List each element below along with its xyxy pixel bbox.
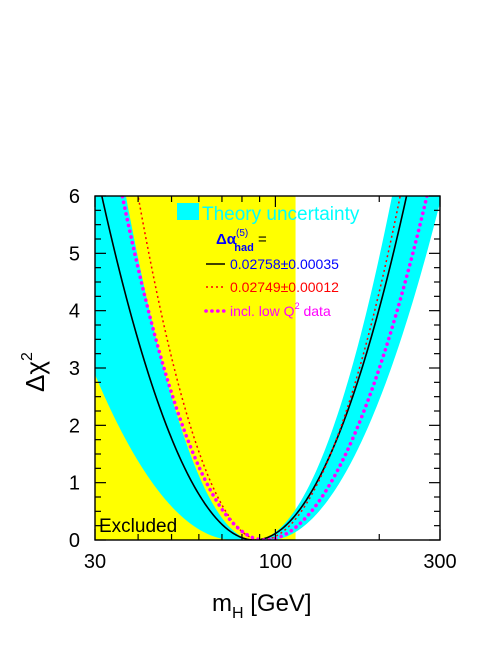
series-line-0.02758 (101, 196, 408, 540)
y-tick-label: 1 (69, 473, 80, 495)
x-tick-label: 30 (84, 551, 106, 573)
legend-label-low-q2-rest: data (300, 303, 331, 319)
y-axis-title-sup: 2 (19, 352, 36, 361)
y-tick-label: 5 (69, 243, 80, 265)
y-tick-label: 4 (69, 301, 80, 323)
y-tick-label: 0 (69, 530, 80, 552)
axis-ticks (94, 195, 441, 541)
legend-header-sub: had (234, 242, 254, 254)
legend-header: Δα(5) had = (216, 228, 267, 254)
y-tick-label: 6 (69, 186, 80, 208)
x-axis-title: mH [GeV] (212, 590, 312, 622)
legend: Theory uncertainty Δα(5) had = 0.02758±0.… (177, 203, 360, 319)
legend-band-swatch (177, 203, 199, 220)
y-axis-title-main: Δχ (20, 361, 50, 392)
x-axis-title-rest: [GeV] (244, 590, 312, 617)
legend-label-low-q2-sup: 2 (295, 301, 300, 311)
y-tick-label: 2 (69, 415, 80, 437)
legend-label-low-q2-main: incl. low Q (230, 303, 295, 319)
legend-label-low-q2: incl. low Q2 data (230, 301, 331, 319)
x-tick-label: 100 (259, 551, 292, 573)
legend-header-sup: (5) (236, 228, 248, 239)
theory-uncertainty-band (95, 196, 440, 540)
legend-band-label: Theory uncertainty (202, 204, 360, 225)
x-tick-label: 300 (423, 551, 456, 573)
y-axis-title: Δχ2 (19, 352, 50, 392)
x-axis-title-sub: H (232, 605, 244, 622)
x-axis-title-main: m (212, 590, 232, 617)
excluded-label: Excluded (99, 516, 177, 537)
legend-header-main: Δα (216, 231, 237, 248)
axis-tick-labels: 0 1 2 3 4 5 6 30 100 300 (69, 186, 457, 573)
legend-label-0.02758: 0.02758±0.00035 (230, 256, 339, 272)
legend-header-rest: = (254, 231, 267, 248)
y-tick-label: 3 (69, 358, 80, 380)
legend-label-0.02749: 0.02749±0.00012 (230, 279, 339, 295)
